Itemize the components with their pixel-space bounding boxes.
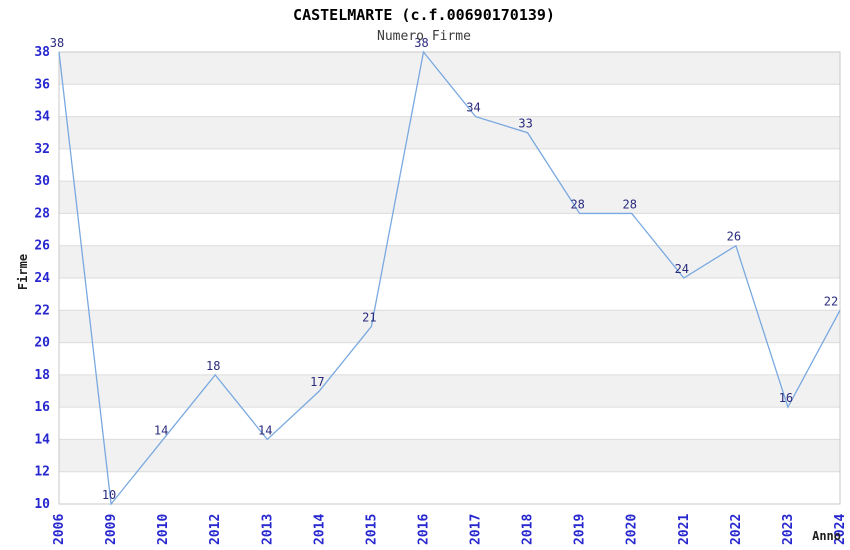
x-tick-label: 2018 <box>521 514 536 545</box>
y-axis-title: Firme <box>16 254 30 290</box>
x-tick-label: 2022 <box>729 514 744 545</box>
x-tick-label: 2023 <box>781 514 796 545</box>
x-tick-label: 2024 <box>833 514 848 545</box>
x-axis-title: Anno <box>812 529 841 543</box>
x-tick-label: 2010 <box>156 514 171 545</box>
chart-subtitle: Numero Firme <box>377 29 471 44</box>
y-tick-label: 30 <box>34 174 50 189</box>
data-point-label: 21 <box>362 310 376 324</box>
grid-band <box>59 245 840 278</box>
y-tick-label: 26 <box>34 239 50 254</box>
data-point-label: 22 <box>824 294 838 308</box>
grid-band <box>59 374 840 408</box>
x-tick-label: 2006 <box>52 514 67 545</box>
series-line <box>58 50 841 506</box>
x-tick-label: 2009 <box>104 514 119 545</box>
y-tick-label: 12 <box>34 465 50 480</box>
chart-title: CASTELMARTE (c.f.00690170139) <box>293 6 555 24</box>
data-point-label: 26 <box>727 230 741 244</box>
data-point-label: 14 <box>258 423 272 437</box>
y-tick-label: 34 <box>34 110 50 125</box>
x-tick-label: 2021 <box>677 514 692 545</box>
plot-border <box>58 51 841 505</box>
x-tick-label: 2015 <box>364 514 379 545</box>
y-tick-label: 14 <box>34 432 50 447</box>
data-point-label: 24 <box>675 262 689 276</box>
y-tick-label: 24 <box>34 271 50 286</box>
x-tick-label: 2014 <box>312 514 327 545</box>
grid-band <box>59 439 840 472</box>
y-tick-label: 10 <box>34 497 50 512</box>
data-point-label: 18 <box>206 359 220 373</box>
y-tick-label: 28 <box>34 206 50 221</box>
data-point-label: 14 <box>154 423 168 437</box>
data-point-label: 16 <box>779 391 793 405</box>
y-tick-label: 32 <box>34 142 50 157</box>
grid-band <box>59 181 840 214</box>
grid-band <box>59 116 840 149</box>
y-tick-label: 18 <box>34 368 50 383</box>
data-point-label: 28 <box>623 197 637 211</box>
grid-band <box>59 310 840 343</box>
y-tick-label: 16 <box>34 400 50 415</box>
y-tick-label: 22 <box>34 303 50 318</box>
data-point-label: 33 <box>518 117 532 131</box>
x-tick-label: 2017 <box>469 514 484 545</box>
data-point-label: 10 <box>102 488 116 502</box>
x-tick-label: 2016 <box>416 514 431 545</box>
x-tick-label: 2020 <box>625 514 640 545</box>
x-tick-label: 2012 <box>208 514 223 545</box>
data-point-label: 17 <box>310 375 324 389</box>
data-point-label: 34 <box>466 101 480 115</box>
data-point-label: 38 <box>414 36 428 50</box>
y-tick-label: 20 <box>34 336 50 351</box>
x-tick-label: 2013 <box>260 514 275 545</box>
y-tick-label: 36 <box>34 77 50 92</box>
data-point-label: 28 <box>570 197 584 211</box>
y-tick-label: 38 <box>34 45 50 60</box>
grid-band <box>59 52 840 85</box>
data-point-label: 38 <box>50 36 64 50</box>
x-tick-label: 2019 <box>573 514 588 545</box>
